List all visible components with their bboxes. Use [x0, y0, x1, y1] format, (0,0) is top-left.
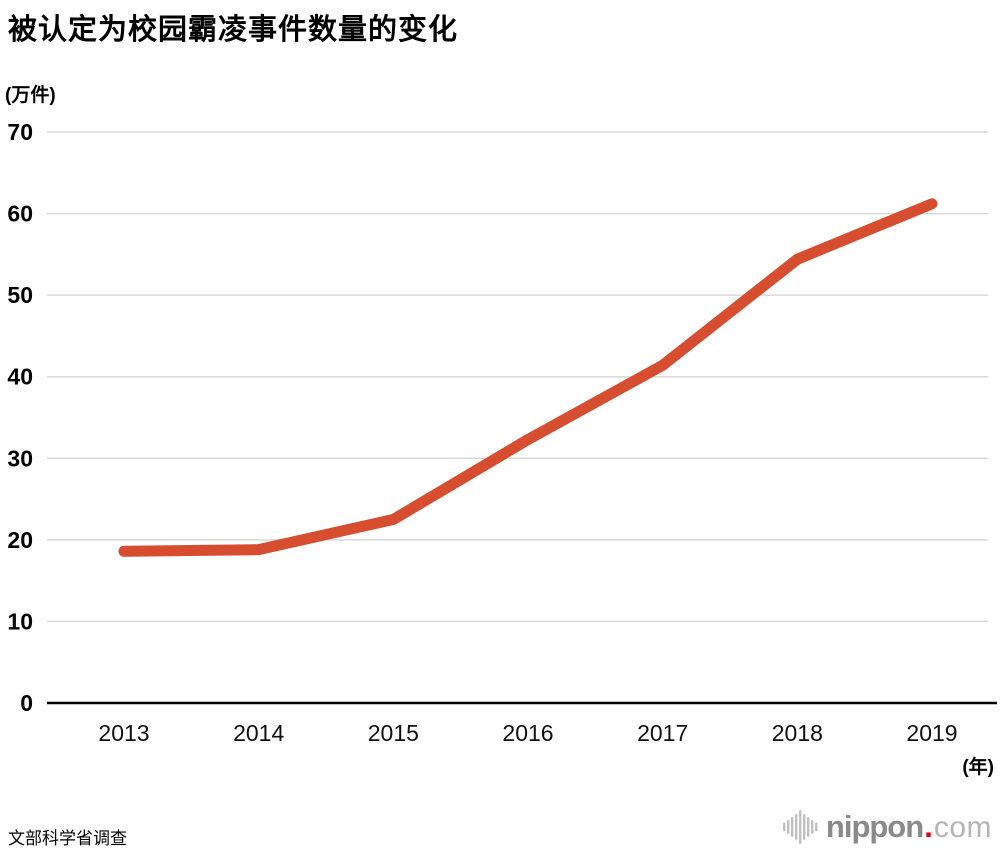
- x-tick-label: 2016: [502, 720, 553, 746]
- y-axis-unit-label: (万件): [5, 85, 56, 106]
- y-tick-label: 60: [7, 201, 33, 227]
- soundwave-bar: [794, 814, 798, 840]
- x-tick-label: 2014: [233, 720, 284, 746]
- soundwave-bar: [786, 820, 790, 834]
- y-tick-label: 70: [7, 119, 33, 145]
- x-tick-label: 2018: [772, 720, 823, 746]
- soundwave-bar: [806, 817, 810, 837]
- x-tick-label: 2019: [906, 720, 957, 746]
- logo-dot: .: [924, 809, 933, 844]
- y-tick-label: 30: [7, 445, 33, 471]
- soundwave-bar: [790, 817, 794, 837]
- logo-tld: com: [933, 811, 992, 844]
- soundwave-bar: [798, 810, 802, 844]
- soundwave-bars-icon: [782, 810, 818, 844]
- soundwave-bar: [814, 822, 818, 832]
- y-tick-label: 0: [20, 690, 33, 716]
- soundwave-bar: [782, 822, 786, 832]
- y-tick-label: 10: [7, 608, 33, 634]
- page-title: 被认定为校园霸凌事件数量的变化: [8, 14, 459, 46]
- x-tick-label: 2017: [637, 720, 688, 746]
- y-tick-label: 50: [7, 282, 33, 308]
- y-tick-label: 20: [7, 527, 33, 553]
- data-line: [118, 198, 938, 557]
- nippon-com-logo: nippon . com: [782, 808, 992, 846]
- data-source-caption: 文部科学省调查: [8, 829, 127, 848]
- soundwave-bar: [810, 820, 814, 834]
- logo-text: nippon . com: [826, 809, 992, 845]
- x-tick-label: 2015: [368, 720, 419, 746]
- x-tick-label: 2013: [98, 720, 149, 746]
- logo-name: nippon: [825, 809, 924, 844]
- y-tick-label: 40: [7, 364, 33, 390]
- soundwave-bar: [802, 814, 806, 840]
- x-axis-unit-label: (年): [962, 757, 994, 778]
